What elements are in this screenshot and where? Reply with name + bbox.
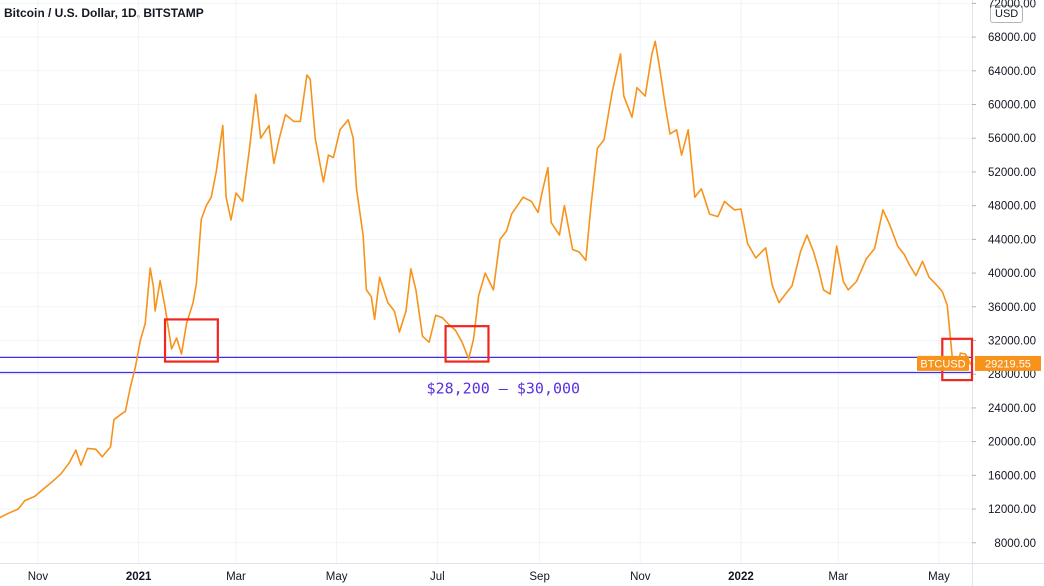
y-axis: 8000.00 12000.00 16000.00 20000.00 24000.00 2…	[972, 0, 1036, 586]
x-tick-label: Mar	[828, 571, 848, 583]
x-tick-label: Nov	[630, 571, 651, 583]
y-tick-label: 60000.00	[988, 100, 1036, 112]
y-tick-label: 8000.00	[994, 538, 1036, 550]
y-tick-label: 56000.00	[988, 133, 1036, 145]
currency-button[interactable]: USD	[990, 5, 1024, 23]
series-btcusd	[0, 40, 972, 519]
grid-lines	[0, 0, 972, 563]
last-price-label: 29219.55	[985, 358, 1031, 370]
x-tick-label: Mar	[226, 571, 246, 583]
y-tick-label: 72000.00	[988, 0, 1036, 10]
x-tick-label: Nov	[28, 571, 49, 583]
y-tick-label: 32000.00	[988, 335, 1036, 347]
highlight-box-2	[444, 325, 490, 363]
x-axis: Nov 2021 Mar May Jul Sep Nov 2022 Mar May	[0, 563, 1044, 583]
support-range-annotation: $28,200 – $30,000	[427, 380, 581, 398]
annotation-layer: $28,200 – $30,000	[427, 380, 581, 398]
highlight-box-1	[163, 318, 219, 363]
x-tick-label: 2022	[728, 571, 754, 583]
y-tick-label: 52000.00	[988, 167, 1036, 179]
y-tick-label: 28000.00	[988, 369, 1036, 381]
price-line	[0, 40, 972, 519]
y-tick-label: 68000.00	[988, 32, 1036, 44]
y-tick-label: 36000.00	[988, 302, 1036, 314]
x-tick-label: May	[928, 571, 950, 583]
x-tick-label: Jul	[430, 571, 445, 583]
x-tick-label: May	[326, 571, 348, 583]
y-tick-label: 48000.00	[988, 201, 1036, 213]
y-tick-label: 12000.00	[988, 504, 1036, 516]
y-tick-label: 20000.00	[988, 437, 1036, 449]
y-tick-label: 40000.00	[988, 268, 1036, 280]
last-price-tag-bg	[975, 355, 1041, 371]
x-tick-label: Sep	[529, 571, 549, 583]
symbol-tag	[917, 355, 969, 371]
symbol-tag-label: BTCUSD	[920, 358, 965, 370]
chart-title: Bitcoin / U.S. Dollar, 1D, BITSTAMP	[4, 6, 204, 20]
last-price-tag: BTCUSD 29219.55	[917, 355, 1041, 371]
support-band	[0, 356, 972, 374]
highlight-boxes	[163, 318, 974, 382]
y-tick-label: 44000.00	[988, 234, 1036, 246]
x-tick-label: 2021	[126, 571, 152, 583]
y-tick-label: 24000.00	[988, 403, 1036, 415]
y-tick-label: 64000.00	[988, 66, 1036, 78]
y-tick-label: 16000.00	[988, 470, 1036, 482]
